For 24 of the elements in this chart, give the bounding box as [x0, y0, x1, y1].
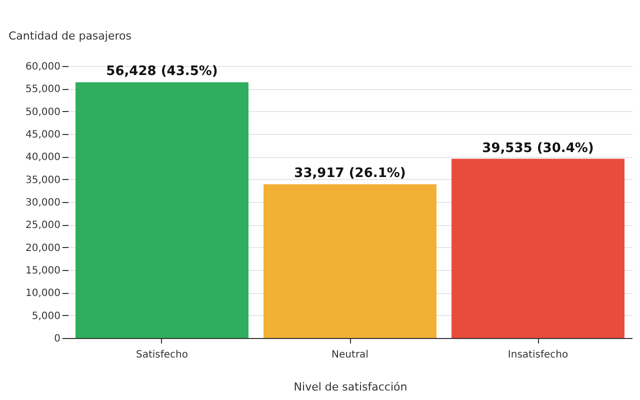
data-label: 56,428 (43.5%): [106, 64, 218, 80]
y-tick-label: 0: [54, 334, 60, 344]
bar: [264, 184, 436, 338]
x-tick-label: Insatisfecho: [508, 350, 568, 360]
y-tick-label: 60,000: [26, 62, 60, 72]
y-axis-title: Cantidad de pasajeros: [8, 30, 132, 42]
y-tick-label: 40,000: [26, 152, 60, 164]
y-tick-label: 50,000: [26, 106, 60, 118]
y-tick-label: 25,000: [26, 220, 60, 232]
y-tick-label: 20,000: [26, 242, 60, 254]
data-label: 39,535 (30.4%): [482, 140, 594, 156]
x-axis-title: Nivel de satisfacción: [294, 380, 408, 394]
x-tick-label: Neutral: [332, 350, 368, 360]
data-label: 33,917 (26.1%): [294, 166, 406, 182]
x-tick-label: Satisfecho: [136, 350, 188, 360]
y-tick-label: 35,000: [26, 174, 60, 186]
y-tick-label: 15,000: [26, 266, 60, 276]
y-tick-label: 55,000: [26, 84, 60, 96]
bar: [452, 158, 624, 338]
y-tick-label: 10,000: [26, 288, 60, 300]
y-tick-label: 30,000: [26, 198, 60, 208]
y-tick-label: 45,000: [26, 130, 60, 140]
y-tick-label: 5,000: [32, 310, 60, 322]
bar: [76, 82, 248, 338]
